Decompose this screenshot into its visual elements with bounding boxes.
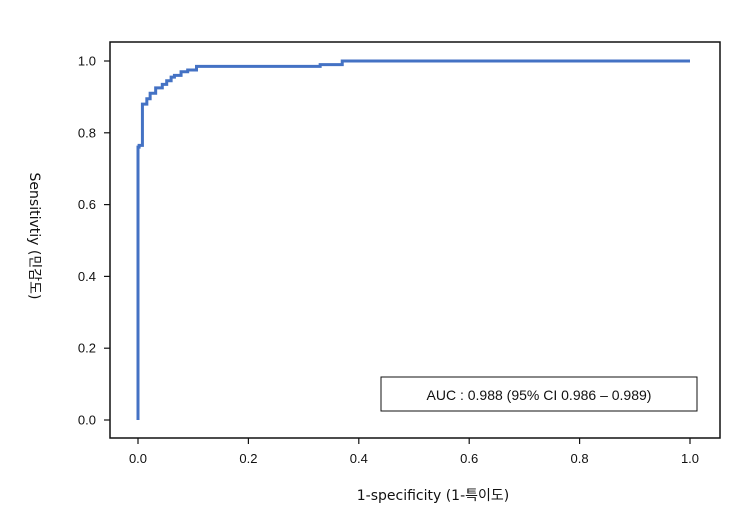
x-tick-label: 0.8 xyxy=(571,451,589,466)
y-tick-label: 1.0 xyxy=(78,54,96,69)
auc-annotation: AUC : 0.988 (95% CI 0.986 – 0.989) xyxy=(427,387,652,403)
auc-annotation-box: AUC : 0.988 (95% CI 0.986 – 0.989) xyxy=(380,376,698,412)
x-axis-title: 1-specificity (1-특이도) xyxy=(357,488,510,504)
auc-annotation-border xyxy=(380,376,698,412)
x-tick-label: 0.0 xyxy=(129,451,147,466)
x-tick-label: 1.0 xyxy=(681,451,699,466)
y-tick-label: 0.2 xyxy=(78,341,96,356)
y-tick-label: 0.0 xyxy=(78,413,96,428)
y-tick-label: 0.4 xyxy=(78,269,96,284)
x-tick-label: 0.4 xyxy=(350,451,368,466)
y-tick-label: 0.8 xyxy=(78,125,96,140)
tick-layer: 0.0 0.2 0.4 0.6 0.8 1.0 0.0 0.2 0.4 0.6 0.8 1.0 xyxy=(78,54,699,467)
x-tick-label: 0.2 xyxy=(239,451,257,466)
y-tick-label: 0.6 xyxy=(78,197,96,212)
x-tick-label: 0.6 xyxy=(460,451,478,466)
roc-curve-line xyxy=(136,59,690,420)
y-axis-title: Sensitivtiy (민감도) xyxy=(26,173,42,300)
plot-frame xyxy=(109,41,721,439)
